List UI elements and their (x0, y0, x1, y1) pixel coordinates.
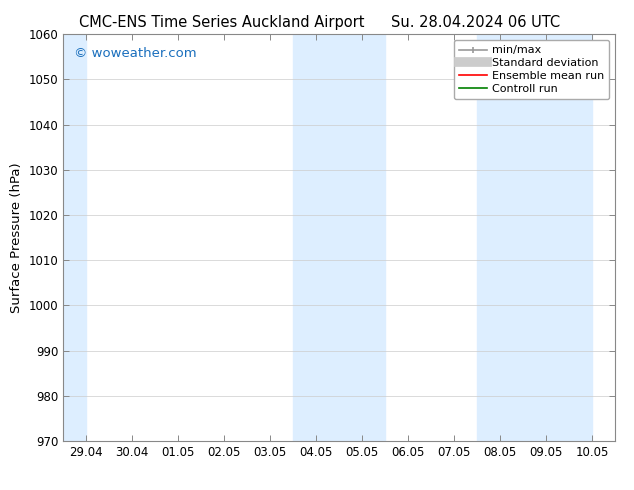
Bar (63, 34, 86, 441)
Bar (293, 34, 385, 441)
Text: CMC-ENS Time Series Auckland Airport: CMC-ENS Time Series Auckland Airport (79, 15, 365, 30)
Bar (477, 34, 592, 441)
Text: Su. 28.04.2024 06 UTC: Su. 28.04.2024 06 UTC (391, 15, 560, 30)
Text: © woweather.com: © woweather.com (74, 47, 197, 59)
Legend: min/max, Standard deviation, Ensemble mean run, Controll run: min/max, Standard deviation, Ensemble me… (454, 40, 609, 99)
Y-axis label: Surface Pressure (hPa): Surface Pressure (hPa) (10, 162, 23, 313)
